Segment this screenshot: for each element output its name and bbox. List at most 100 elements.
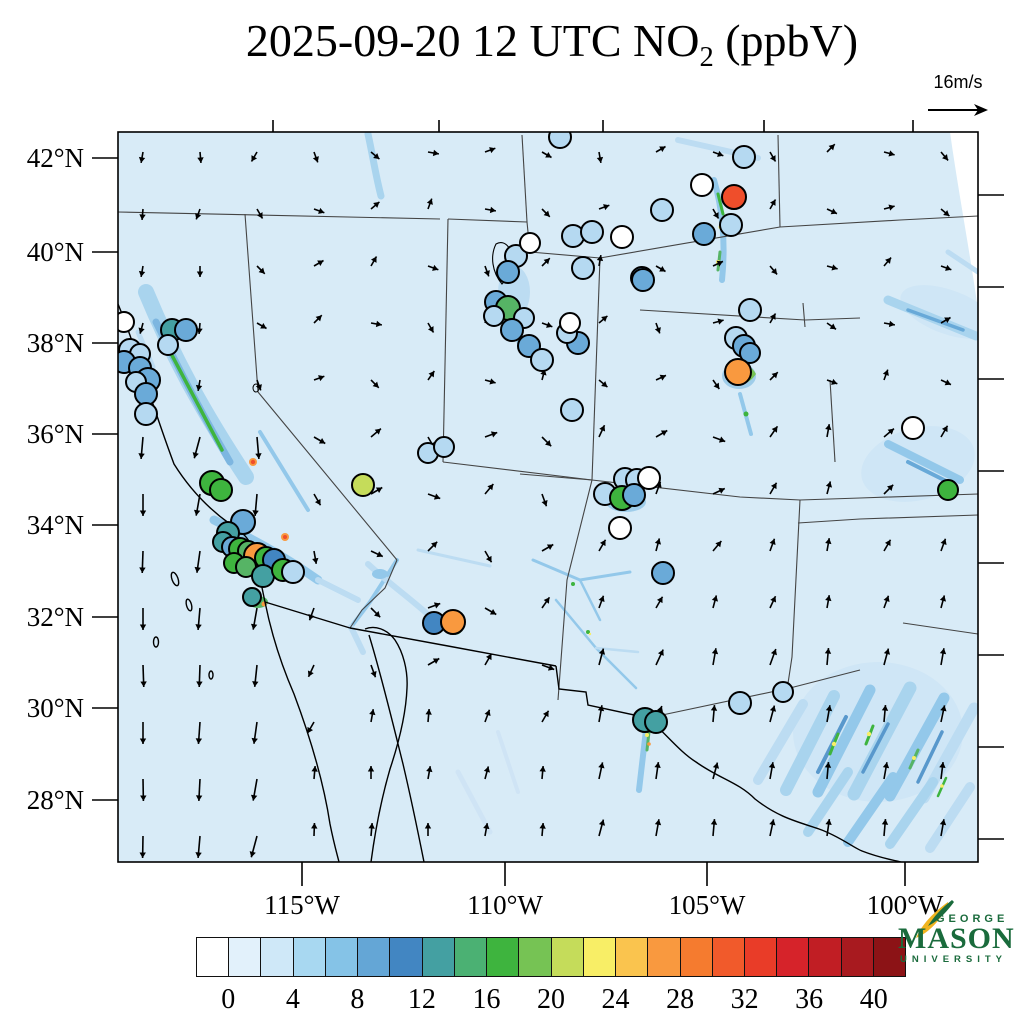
wind-arrow — [424, 823, 432, 836]
wind-arrow — [370, 151, 380, 160]
wind-arrow — [197, 151, 204, 164]
wind-arrow — [249, 835, 258, 858]
wind-arrow — [712, 260, 724, 267]
wind-arrow — [139, 608, 147, 630]
logo-university: UNIVERSITY — [900, 954, 1007, 965]
station-marker — [548, 132, 572, 149]
wind-arrow — [484, 607, 497, 616]
wind-arrow — [769, 151, 777, 162]
wind-arrow — [826, 264, 838, 271]
wind-arrow — [883, 204, 895, 211]
colorbar-cell — [712, 938, 745, 976]
wind-arrow — [313, 436, 326, 445]
wind-arrow — [256, 265, 266, 275]
lat-tick-label: 28°N — [27, 785, 84, 815]
wind-arrow — [255, 379, 262, 391]
wind-arrow — [883, 484, 894, 495]
colorbar-tick-label: 4 — [285, 984, 300, 1015]
domain-edge-white — [950, 132, 978, 310]
wind-arrow — [598, 819, 606, 837]
colorbar-tick-label: 40 — [859, 984, 888, 1015]
wind-arrow — [313, 314, 323, 324]
wind-arrow — [252, 493, 259, 516]
wind-arrow — [825, 538, 832, 552]
wind-arrow — [881, 818, 889, 837]
colorbar-cell — [551, 938, 584, 976]
station-marker — [560, 398, 584, 422]
wind-arrow — [940, 425, 949, 438]
wind-reference-label: 16m/s — [933, 72, 983, 92]
title-subscript: 2 — [699, 42, 714, 74]
colorbar-cell — [487, 938, 520, 976]
wind-arrow — [370, 550, 384, 558]
colorbar-tick-label: 12 — [407, 984, 436, 1015]
wind-arrow — [426, 766, 433, 780]
lon-tick-label: 100°W — [867, 890, 944, 920]
station-marker — [690, 173, 714, 197]
wind-arrow — [883, 150, 895, 157]
wind-arrow — [427, 493, 441, 500]
wind-arrow — [484, 483, 494, 495]
lon-tick-label: 110°W — [467, 890, 543, 920]
wind-arrow — [138, 265, 146, 277]
station-marker — [134, 382, 158, 406]
wind-arrow — [769, 199, 777, 210]
wind-arrow — [769, 313, 777, 324]
wind-arrow — [598, 379, 608, 388]
colorbar-cell — [422, 938, 455, 976]
wind-arrow — [370, 486, 383, 495]
wind-arrow — [824, 761, 832, 780]
wind-arrow — [427, 541, 438, 552]
wind-arrow — [883, 320, 895, 328]
wind-arrow — [370, 607, 381, 618]
wind-arrow — [192, 436, 201, 459]
station-marker — [440, 609, 466, 635]
colorbar-tick-label: 20 — [537, 984, 565, 1015]
wind-arrow — [826, 208, 838, 215]
wind-arrow — [138, 436, 145, 459]
wind-arrow — [939, 595, 947, 609]
wind-arrow — [195, 835, 202, 858]
wind-arrow — [139, 494, 147, 516]
colorbar-cell — [680, 938, 713, 976]
wind-arrow — [712, 540, 722, 552]
wind-arrow — [712, 379, 720, 390]
wind-arrow — [598, 595, 605, 609]
wind-arrow — [882, 762, 890, 780]
station-marker — [519, 232, 541, 254]
wind-arrow — [370, 379, 380, 389]
wind-arrow — [255, 436, 262, 459]
wind-arrow — [769, 705, 777, 723]
wind-arrow — [541, 321, 553, 328]
wind-arrow — [484, 550, 493, 563]
wind-arrow — [939, 762, 946, 780]
wind-arrow — [427, 322, 435, 333]
wind-arrow — [940, 379, 952, 386]
wind-arrow — [541, 257, 551, 267]
colorbar-tick-label: 32 — [730, 984, 759, 1015]
wind-arrow — [654, 322, 661, 334]
gmu-swoosh-icon — [916, 900, 954, 938]
wind-arrow — [826, 143, 836, 153]
wind-arrow — [426, 198, 433, 210]
wind-arrow — [883, 648, 891, 666]
wind-arrow — [654, 762, 661, 780]
wind-arrow — [824, 647, 832, 666]
wind-arrow — [655, 145, 666, 153]
colorbar-cell — [325, 938, 359, 976]
wind-arrow — [539, 765, 546, 780]
colorbar-cell — [648, 938, 681, 976]
wind-arrow — [769, 425, 779, 438]
wind-arrow — [484, 147, 496, 154]
colorbar-cell — [229, 938, 262, 976]
wind-arrow — [825, 481, 833, 495]
station-marker — [721, 184, 747, 210]
wind-arrow — [308, 607, 315, 621]
concentration-field — [118, 132, 978, 862]
wind-arrow — [940, 151, 949, 161]
wind-arrow — [370, 320, 382, 328]
station-marker — [650, 198, 674, 222]
wind-arrow — [541, 710, 550, 723]
station-marker — [772, 681, 794, 703]
